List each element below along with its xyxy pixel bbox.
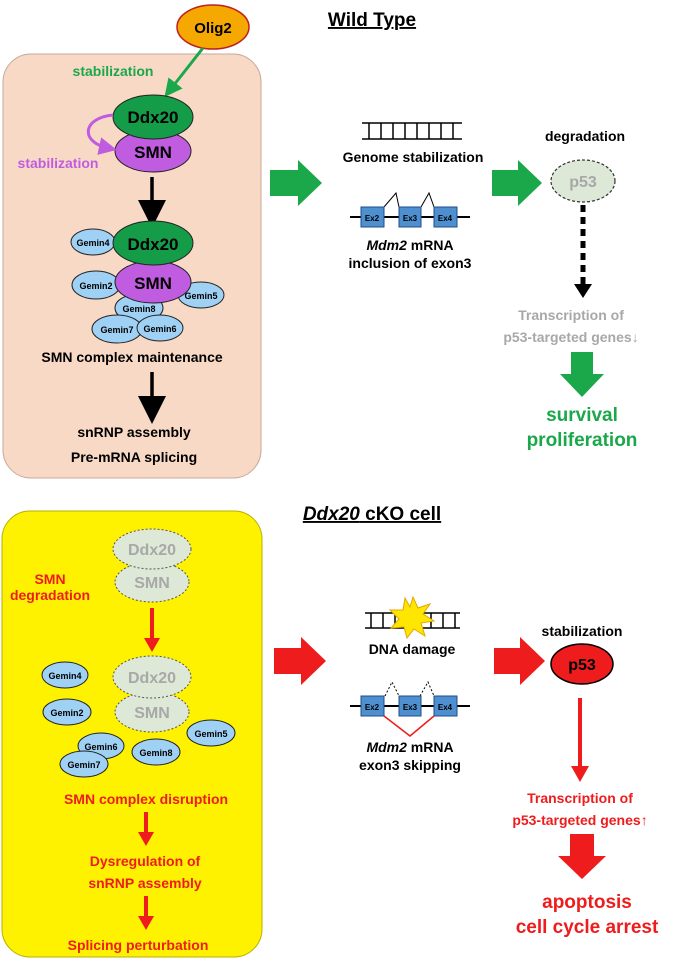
inclusion-exon3-label: inclusion of exon3 bbox=[349, 255, 472, 271]
snrnp-assembly-label: snRNP assembly bbox=[77, 424, 191, 440]
complex-ddx20-label: Ddx20 bbox=[127, 235, 178, 254]
p53-degraded-node bbox=[550, 159, 616, 203]
complex-disruption-label: SMN complex disruption bbox=[64, 791, 228, 807]
cko-complex-ddx20-faded-node bbox=[112, 655, 192, 699]
smn-self-stabilization-arrow bbox=[86, 113, 117, 155]
p53-degradation-label: degradation bbox=[545, 128, 625, 144]
cko-exon4-label: Ex4 bbox=[438, 703, 453, 712]
wt-green-block-arrow-2 bbox=[492, 160, 542, 206]
survival-label: survival bbox=[546, 405, 618, 426]
p53-degraded-label: p53 bbox=[569, 174, 597, 191]
cko-arrowhead-2 bbox=[138, 832, 154, 846]
cko-panel bbox=[1, 510, 263, 958]
dna-damage-label: DNA damage bbox=[369, 641, 456, 657]
splicing-perturbation-label: Splicing perturbation bbox=[68, 937, 209, 953]
cko-gemin8-label: Gemin8 bbox=[139, 748, 172, 758]
cell-cycle-arrest-label: cell cycle arrest bbox=[516, 917, 659, 938]
p53-stabilized-node bbox=[550, 643, 614, 685]
genome-stabilization-label: Genome stabilization bbox=[343, 149, 484, 165]
gemin8-label: Gemin8 bbox=[122, 304, 155, 314]
dna-damage-burst-icon bbox=[388, 595, 436, 640]
cko-section: Ddx20 cKO cell Ddx20 SMN SMN degradation… bbox=[1, 504, 659, 958]
olig2-label: Olig2 bbox=[194, 20, 232, 37]
cko-gemin2-label: Gemin2 bbox=[50, 708, 83, 718]
premrna-splicing-label: Pre-mRNA splicing bbox=[71, 449, 197, 465]
cko-exon3-label: Ex3 bbox=[403, 703, 418, 712]
wt-green-block-arrow-1 bbox=[270, 160, 322, 206]
gemin2-label: Gemin2 bbox=[79, 281, 112, 291]
exon3-skipping-label: exon3 skipping bbox=[359, 757, 461, 773]
p53-stabilization-label: stabilization bbox=[542, 623, 623, 639]
complex-ddx20-node bbox=[112, 220, 194, 266]
cko-mdm2-label: Mdm2 mRNA bbox=[366, 739, 453, 755]
cko-red-block-arrow-1 bbox=[274, 637, 326, 685]
p53-stabilized-label: p53 bbox=[568, 657, 596, 674]
proliferation-label: proliferation bbox=[527, 430, 638, 451]
gemin4-label: Gemin4 bbox=[76, 238, 109, 248]
wt-smn-complex: Gemin4 Gemin2 Gemin5 Gemin8 Gemin7 Gemin… bbox=[70, 220, 225, 344]
cko-gemin4-node bbox=[41, 661, 89, 689]
mdm2-exon-skipping bbox=[350, 680, 470, 737]
complex-maintenance-label: SMN complex maintenance bbox=[41, 349, 222, 365]
gemin5-label: Gemin5 bbox=[184, 291, 217, 301]
mdm2-exon-inclusion bbox=[350, 191, 470, 228]
cko-gemin5-label: Gemin5 bbox=[194, 729, 227, 739]
olig2-stabilization-arrow bbox=[164, 47, 205, 98]
cko-ddx20-label: Ddx20 bbox=[128, 542, 176, 559]
gemin6-label: Gemin6 bbox=[143, 324, 176, 334]
olig2-stabilization-label: stabilization bbox=[73, 63, 154, 79]
wt-green-down-block-arrow bbox=[560, 352, 604, 397]
ddx20-label: Ddx20 bbox=[127, 108, 178, 127]
cko-exon2-label: Ex2 bbox=[365, 703, 380, 712]
cko-gemin6-label: Gemin6 bbox=[84, 742, 117, 752]
cko-ddx20-faded-node bbox=[112, 528, 192, 570]
wt-mdm2-label: Mdm2 mRNA bbox=[366, 237, 453, 253]
cko-transcription-label-1: Transcription of bbox=[527, 790, 633, 806]
cko-complex-ddx20-label: Ddx20 bbox=[128, 670, 176, 687]
cko-arrowhead-1 bbox=[144, 638, 160, 652]
gemin6-node bbox=[136, 314, 184, 342]
cko-complex-smn-label: SMN bbox=[134, 705, 170, 722]
complex-smn-label: SMN bbox=[134, 274, 172, 293]
cko-gemin5-node bbox=[186, 719, 236, 747]
gemin7-label: Gemin7 bbox=[100, 325, 133, 335]
wt-exon3-label: Ex3 bbox=[403, 214, 418, 223]
wt-exon4-label: Ex4 bbox=[438, 214, 453, 223]
dysregulation-label-2: snRNP assembly bbox=[88, 875, 202, 891]
olig2-node bbox=[176, 4, 250, 50]
cko-red-down-block-arrow bbox=[558, 834, 606, 879]
wt-dotted-arrowhead bbox=[574, 284, 592, 298]
cko-gemin7-label: Gemin7 bbox=[67, 760, 100, 770]
wild-type-section: Wild Type Olig2 stabilization Ddx20 SMN … bbox=[2, 4, 639, 479]
cko-gemin8-node bbox=[131, 738, 181, 766]
dna-ladder-intact bbox=[362, 122, 462, 140]
cko-arrowhead-3 bbox=[138, 916, 154, 930]
cko-gemin7-node bbox=[59, 750, 109, 778]
wt-transcription-label-2: p53-targeted genes↓ bbox=[503, 329, 638, 345]
wt-exon2-label: Ex2 bbox=[365, 214, 380, 223]
smn-label: SMN bbox=[134, 143, 172, 162]
wt-transcription-label-1: Transcription of bbox=[518, 307, 624, 323]
cko-smn-label: SMN bbox=[134, 575, 170, 592]
cko-red-block-arrow-2 bbox=[494, 637, 545, 685]
cko-gemin2-node bbox=[42, 698, 92, 726]
cko-title: Ddx20 cKO cell bbox=[303, 504, 441, 525]
smn-stabilization-label: stabilization bbox=[18, 155, 99, 171]
cko-gemin4-label: Gemin4 bbox=[48, 671, 81, 681]
ddx20-node bbox=[112, 94, 194, 140]
wild-type-title: Wild Type bbox=[328, 10, 416, 31]
dysregulation-label-1: Dysregulation of bbox=[90, 853, 201, 869]
cko-transcription-label-2: p53-targeted genes↑ bbox=[512, 812, 647, 828]
cko-p53-arrowhead bbox=[571, 766, 589, 782]
smn-degradation-label-2: degradation bbox=[10, 587, 90, 603]
smn-degradation-label-1: SMN bbox=[34, 571, 65, 587]
apoptosis-label: apoptosis bbox=[542, 892, 632, 913]
